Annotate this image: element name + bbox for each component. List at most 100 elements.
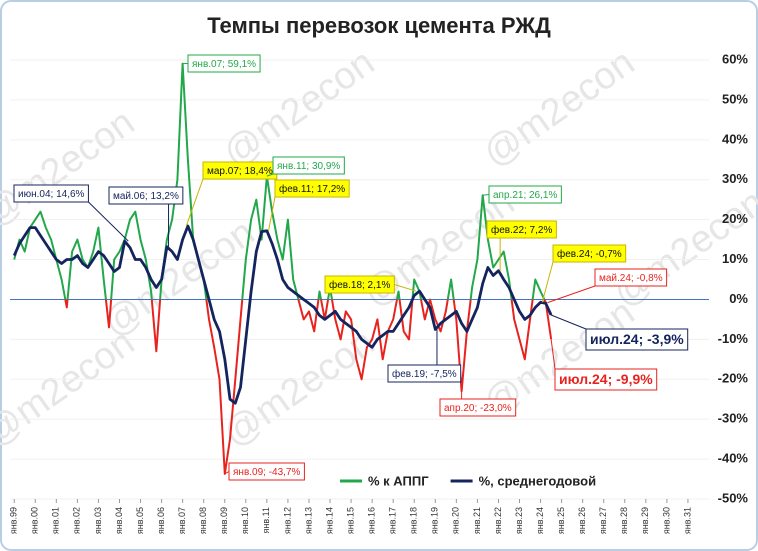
annotation-pointer bbox=[550, 314, 587, 330]
legend-label: % к АППГ bbox=[368, 473, 429, 488]
annotation: июн.04; 14,6% bbox=[13, 184, 129, 242]
legend-label: %, среднегодовой bbox=[479, 473, 596, 488]
x-tick-label: янв.07 bbox=[177, 507, 187, 534]
annotation: апр.21; 26,1% bbox=[482, 185, 562, 204]
x-tick-label: янв.26 bbox=[577, 507, 587, 534]
annotation: янв.09; -43,7% bbox=[224, 462, 305, 481]
annotation-label: янв.07; 59,1% bbox=[192, 59, 256, 70]
x-tick-label: янв.24 bbox=[535, 507, 545, 534]
x-tick-label: янв.19 bbox=[430, 507, 440, 534]
annotation-box bbox=[486, 220, 557, 239]
annotation: июл.24; -9,9% bbox=[550, 338, 658, 391]
annotation: июл.24; -3,9% bbox=[550, 314, 689, 351]
annotation-box bbox=[594, 268, 668, 287]
y-tick-label: -30% bbox=[718, 411, 749, 426]
annotation-box bbox=[187, 54, 261, 73]
x-tick-label: янв.01 bbox=[51, 507, 61, 534]
annotation-box bbox=[552, 244, 627, 263]
x-tick-label: янв.11 bbox=[261, 507, 271, 533]
x-tick-label: янв.29 bbox=[640, 507, 650, 534]
annotation-pointer bbox=[185, 178, 204, 227]
x-tick-label: янв.14 bbox=[324, 507, 334, 534]
y-tick-label: 20% bbox=[722, 211, 748, 226]
annotation: янв.11; 30,9% bbox=[266, 156, 345, 177]
y-tick-label: 30% bbox=[722, 171, 748, 186]
series-line bbox=[13, 62, 553, 475]
annotation-pointer bbox=[88, 201, 129, 242]
annotation-box bbox=[324, 275, 395, 294]
x-tick-label: янв.20 bbox=[451, 507, 461, 534]
x-tick-label: янв.02 bbox=[72, 507, 82, 534]
x-tick-label: янв.22 bbox=[493, 507, 503, 534]
x-tick-label: янв.25 bbox=[556, 507, 566, 534]
series-line bbox=[12, 224, 553, 405]
annotation-label: июн.04; 14,6% bbox=[18, 189, 85, 200]
annotation-label: фев.19; -7,5% bbox=[392, 368, 457, 380]
annotation-label: фев.11; 17,2% bbox=[279, 183, 345, 195]
annotation: фев.11; 17,2% bbox=[268, 179, 350, 231]
annotation-box bbox=[108, 186, 184, 205]
x-tick-label: янв.31 bbox=[682, 507, 692, 534]
annotation-box bbox=[585, 328, 689, 351]
chart-title: Темпы перевозок цемента РЖД bbox=[207, 13, 551, 38]
annotation: фев.19; -7,5% bbox=[387, 329, 462, 383]
annotation-pointer bbox=[266, 173, 274, 177]
annotation-box bbox=[488, 185, 562, 204]
x-tick-label: янв.17 bbox=[388, 507, 398, 534]
x-tick-label: янв.23 bbox=[514, 507, 524, 534]
x-tick-label: янв.21 bbox=[472, 507, 482, 534]
annotation-box bbox=[387, 364, 462, 383]
x-tick-label: янв.12 bbox=[282, 507, 292, 534]
x-tick-label: янв.13 bbox=[303, 507, 313, 534]
y-tick-label: 10% bbox=[722, 251, 748, 266]
annotation-box bbox=[439, 398, 517, 417]
annotation-pointer bbox=[547, 285, 596, 304]
annotation-label: май.06; 13,2% bbox=[113, 191, 179, 202]
annotation-pointer bbox=[482, 194, 490, 196]
x-tick-label: янв.18 bbox=[409, 507, 419, 534]
annotation-box bbox=[272, 156, 345, 175]
x-tick-label: янв.09 bbox=[219, 507, 229, 534]
annotation: фев.18; 2,1% bbox=[324, 275, 417, 294]
y-tick-label: 40% bbox=[722, 131, 748, 146]
annotation-label: фев.18; 2,1% bbox=[329, 279, 390, 291]
x-tick-label: янв.00 bbox=[30, 507, 40, 534]
x-tick-label: янв.10 bbox=[240, 507, 250, 534]
x-tick-label: янв.99 bbox=[9, 507, 19, 534]
x-tick-label: янв.28 bbox=[619, 507, 629, 534]
x-tick-label: янв.16 bbox=[367, 507, 377, 534]
annotation-label: фев.24; -0,7% bbox=[557, 248, 622, 260]
annotation-pointer bbox=[224, 471, 230, 475]
annotation: фев.22; 7,2% bbox=[486, 220, 557, 271]
annotation-label: мар.07; 18,4% bbox=[207, 166, 273, 177]
annotation: апр.20; -23,0% bbox=[439, 391, 517, 417]
x-tick-label: янв.05 bbox=[135, 507, 145, 534]
y-tick-label: 50% bbox=[722, 91, 748, 106]
x-tick-label: янв.27 bbox=[598, 507, 608, 534]
y-tick-label: -50% bbox=[718, 490, 749, 505]
annotation-pointer bbox=[541, 261, 554, 303]
x-tick-label: янв.03 bbox=[93, 507, 103, 534]
x-tick-label: янв.08 bbox=[198, 507, 208, 534]
annotation-box bbox=[228, 462, 305, 481]
annotation-pointer bbox=[268, 196, 276, 231]
x-tick-label: янв.15 bbox=[345, 507, 355, 534]
annotation-label: июл.24; -9,9% bbox=[559, 371, 653, 387]
annotation: май.24; -0,8% bbox=[547, 268, 668, 304]
annotation-label: янв.11; 30,9% bbox=[277, 161, 340, 172]
x-tick-label: янв.04 bbox=[114, 507, 124, 534]
annotation-label: май.24; -0,8% bbox=[599, 273, 663, 284]
annotation-pointer bbox=[394, 284, 417, 292]
x-tick-label: янв.06 bbox=[156, 507, 166, 534]
y-tick-label: 60% bbox=[722, 51, 748, 66]
annotation-label: апр.21; 26,1% bbox=[493, 190, 557, 201]
annotation-pointer bbox=[550, 338, 556, 370]
annotation-label: фев.22; 7,2% bbox=[491, 224, 552, 236]
annotation-box bbox=[13, 184, 89, 203]
y-tick-label: -20% bbox=[718, 371, 749, 386]
x-tick-label: янв.30 bbox=[661, 507, 671, 534]
annotation-label: апр.20; -23,0% bbox=[444, 403, 512, 414]
annotation: янв.07; 59,1% bbox=[182, 54, 261, 73]
y-tick-label: 0% bbox=[729, 291, 748, 306]
